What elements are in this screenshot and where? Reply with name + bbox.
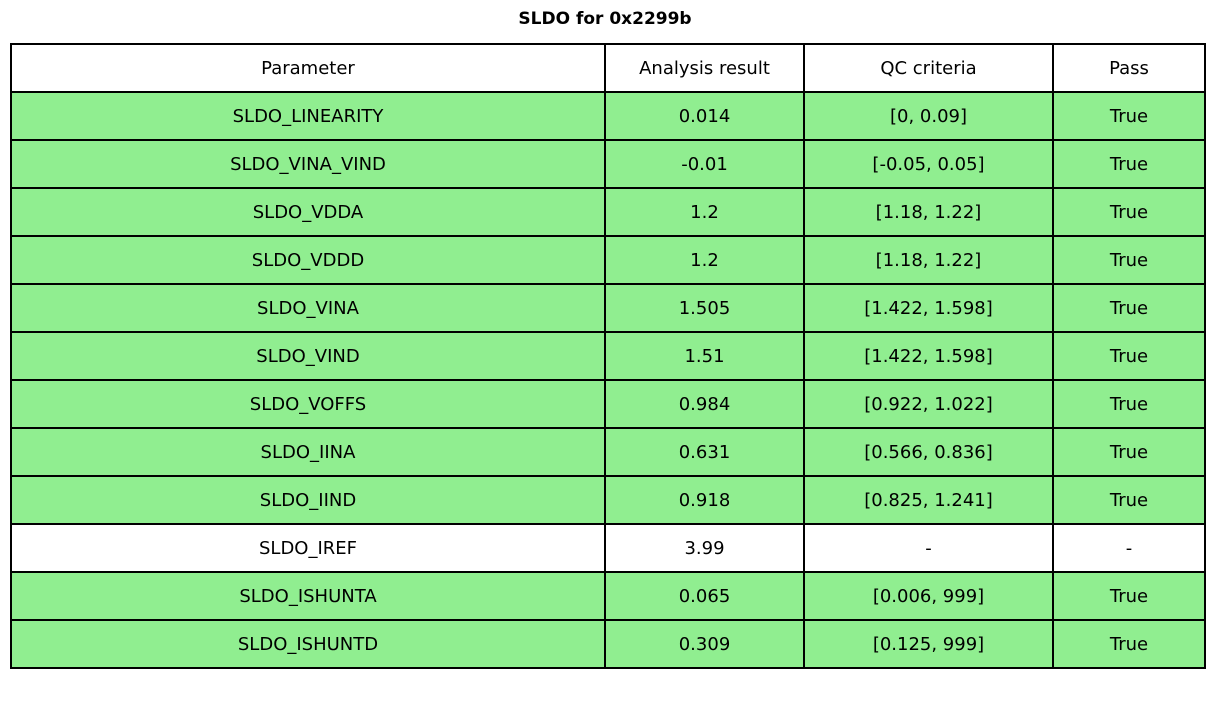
- cell-analysis-result: 0.309: [604, 619, 805, 669]
- cell-qc-criteria: [0.006, 999]: [803, 571, 1054, 621]
- table-row: SLDO_VINA_VIND -0.01 [-0.05, 0.05] True: [10, 139, 1206, 189]
- cell-pass: True: [1052, 571, 1206, 621]
- cell-qc-criteria: [0.125, 999]: [803, 619, 1054, 669]
- cell-pass: -: [1052, 523, 1206, 573]
- table-row: SLDO_LINEARITY 0.014 [0, 0.09] True: [10, 91, 1206, 141]
- table-row: SLDO_VOFFS 0.984 [0.922, 1.022] True: [10, 379, 1206, 429]
- cell-qc-criteria: [0.825, 1.241]: [803, 475, 1054, 525]
- cell-parameter: SLDO_LINEARITY: [10, 91, 606, 141]
- col-header-parameter: Parameter: [10, 43, 606, 93]
- qc-table: Parameter Analysis result QC criteria Pa…: [10, 43, 1206, 669]
- qc-table-header: Parameter Analysis result QC criteria Pa…: [10, 43, 1206, 93]
- qc-table-body: SLDO_LINEARITY 0.014 [0, 0.09] True SLDO…: [10, 91, 1206, 669]
- cell-qc-criteria: [1.18, 1.22]: [803, 235, 1054, 285]
- cell-parameter: SLDO_VOFFS: [10, 379, 606, 429]
- cell-parameter: SLDO_VDDD: [10, 235, 606, 285]
- cell-parameter: SLDO_IINA: [10, 427, 606, 477]
- cell-parameter: SLDO_VINA: [10, 283, 606, 333]
- cell-analysis-result: 0.631: [604, 427, 805, 477]
- cell-pass: True: [1052, 91, 1206, 141]
- table-row: SLDO_VIND 1.51 [1.422, 1.598] True: [10, 331, 1206, 381]
- cell-pass: True: [1052, 235, 1206, 285]
- cell-qc-criteria: [0.922, 1.022]: [803, 379, 1054, 429]
- cell-pass: True: [1052, 283, 1206, 333]
- cell-parameter: SLDO_IIND: [10, 475, 606, 525]
- cell-analysis-result: 0.918: [604, 475, 805, 525]
- col-header-pass: Pass: [1052, 43, 1206, 93]
- table-row: SLDO_IIND 0.918 [0.825, 1.241] True: [10, 475, 1206, 525]
- cell-pass: True: [1052, 475, 1206, 525]
- col-header-qc-criteria: QC criteria: [803, 43, 1054, 93]
- cell-parameter: SLDO_ISHUNTD: [10, 619, 606, 669]
- chart-title: SLDO for 0x2299b: [518, 9, 692, 29]
- table-row: SLDO_VDDD 1.2 [1.18, 1.22] True: [10, 235, 1206, 285]
- cell-analysis-result: 0.014: [604, 91, 805, 141]
- cell-qc-criteria: [1.18, 1.22]: [803, 187, 1054, 237]
- cell-qc-criteria: [-0.05, 0.05]: [803, 139, 1054, 189]
- table-row: SLDO_IINA 0.631 [0.566, 0.836] True: [10, 427, 1206, 477]
- cell-analysis-result: 1.2: [604, 235, 805, 285]
- cell-qc-criteria: -: [803, 523, 1054, 573]
- cell-analysis-result: 1.51: [604, 331, 805, 381]
- cell-pass: True: [1052, 331, 1206, 381]
- cell-pass: True: [1052, 187, 1206, 237]
- cell-parameter: SLDO_VIND: [10, 331, 606, 381]
- cell-analysis-result: 1.2: [604, 187, 805, 237]
- cell-pass: True: [1052, 379, 1206, 429]
- table-row: SLDO_IREF 3.99 - -: [10, 523, 1206, 573]
- cell-pass: True: [1052, 139, 1206, 189]
- cell-qc-criteria: [1.422, 1.598]: [803, 331, 1054, 381]
- cell-parameter: SLDO_ISHUNTA: [10, 571, 606, 621]
- cell-pass: True: [1052, 427, 1206, 477]
- col-header-analysis-result: Analysis result: [604, 43, 805, 93]
- cell-analysis-result: 0.065: [604, 571, 805, 621]
- table-row: SLDO_ISHUNTA 0.065 [0.006, 999] True: [10, 571, 1206, 621]
- cell-analysis-result: 3.99: [604, 523, 805, 573]
- table-row: SLDO_VINA 1.505 [1.422, 1.598] True: [10, 283, 1206, 333]
- cell-parameter: SLDO_IREF: [10, 523, 606, 573]
- cell-analysis-result: -0.01: [604, 139, 805, 189]
- cell-analysis-result: 0.984: [604, 379, 805, 429]
- table-row: SLDO_ISHUNTD 0.309 [0.125, 999] True: [10, 619, 1206, 669]
- header-row: Parameter Analysis result QC criteria Pa…: [10, 43, 1206, 93]
- cell-qc-criteria: [0.566, 0.836]: [803, 427, 1054, 477]
- cell-analysis-result: 1.505: [604, 283, 805, 333]
- table-row: SLDO_VDDA 1.2 [1.18, 1.22] True: [10, 187, 1206, 237]
- cell-parameter: SLDO_VINA_VIND: [10, 139, 606, 189]
- cell-qc-criteria: [1.422, 1.598]: [803, 283, 1054, 333]
- cell-qc-criteria: [0, 0.09]: [803, 91, 1054, 141]
- cell-parameter: SLDO_VDDA: [10, 187, 606, 237]
- cell-pass: True: [1052, 619, 1206, 669]
